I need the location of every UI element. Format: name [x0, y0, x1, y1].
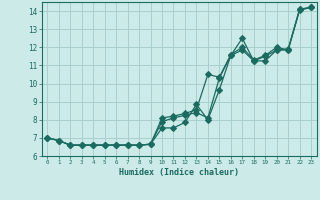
X-axis label: Humidex (Indice chaleur): Humidex (Indice chaleur): [119, 168, 239, 177]
